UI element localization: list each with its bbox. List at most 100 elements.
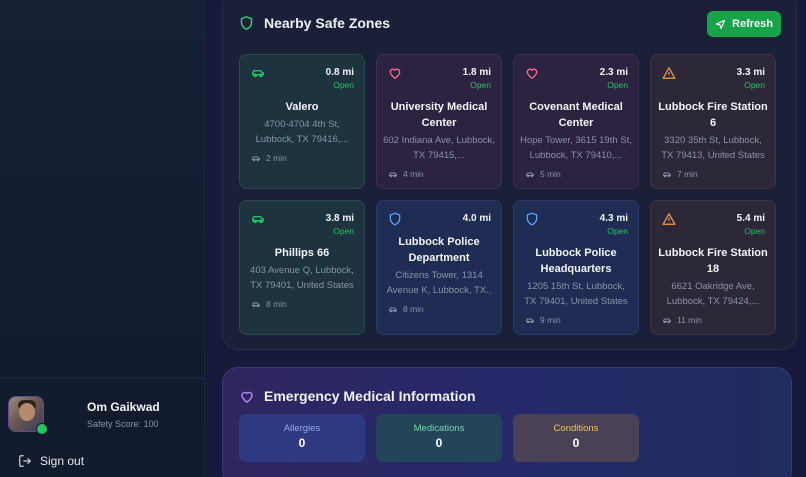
safe-zone-grid: 0.8 mi Open Valero 4700-4704 4th St, Lub… <box>239 54 776 335</box>
car-icon <box>252 302 260 307</box>
car-icon <box>252 69 264 78</box>
travel-time: 4 min <box>388 169 424 179</box>
place-address: 3320 35th St, Lubbock, TX 79413, United … <box>661 135 765 161</box>
travel-time: 8 min <box>251 299 287 309</box>
travel-time: 2 min <box>251 153 287 163</box>
safe-zone-card[interactable]: 5.4 mi Open Lubbock Fire Station 18 6621… <box>650 200 776 335</box>
safe-zone-card[interactable]: 2.3 mi Open Covenant Medical Center Hope… <box>513 54 639 189</box>
main-content: Nearby Safe Zones Refresh 0.8 mi Open Va… <box>206 0 806 477</box>
online-status-dot <box>36 423 48 435</box>
shield-icon <box>240 16 253 30</box>
shield-icon <box>389 212 401 226</box>
safe-zone-card[interactable]: 4.0 mi Lubbock Police Department Citizen… <box>376 200 502 335</box>
distance: 2.3 mi <box>599 67 628 78</box>
place-name: Lubbock Fire Station 18 <box>658 247 768 275</box>
refresh-button[interactable]: Refresh <box>707 11 781 37</box>
distance: 0.8 mi <box>325 67 354 78</box>
car-icon <box>663 318 671 323</box>
distance: 4.0 mi <box>462 213 491 224</box>
eta-label: 11 min <box>677 315 702 325</box>
place-name: Lubbock Police Headquarters <box>535 247 617 275</box>
refresh-label: Refresh <box>732 18 773 30</box>
travel-time: 7 min <box>662 169 698 179</box>
place-name: Valero <box>285 101 319 113</box>
distance: 4.3 mi <box>599 213 628 224</box>
sidebar: Om Gaikwad Safety Score: 100 Sign out <box>0 0 205 477</box>
car-icon <box>389 172 397 177</box>
navigation-arrow-icon <box>715 19 726 29</box>
eta-label: 8 min <box>266 299 287 309</box>
warning-icon <box>662 67 676 79</box>
emergency-medical-panel: Emergency Medical Information Allergies … <box>222 367 792 477</box>
place-address: Citizens Tower, 1314 Avenue K, Lubbock, … <box>386 270 492 296</box>
eta-label: 7 min <box>677 169 698 179</box>
safe-zone-card[interactable]: 3.3 mi Open Lubbock Fire Station 6 3320 … <box>650 54 776 189</box>
car-icon <box>526 318 534 323</box>
eta-label: 5 min <box>540 169 561 179</box>
safe-zone-card[interactable]: 3.8 mi Open Phillips 66 403 Avenue Q, Lu… <box>239 200 365 335</box>
car-icon <box>252 156 260 161</box>
place-name: Lubbock Fire Station 6 <box>658 101 768 129</box>
avatar[interactable] <box>8 396 48 435</box>
safe-zone-card[interactable]: 0.8 mi Open Valero 4700-4704 4th St, Lub… <box>239 54 365 189</box>
travel-time: 9 min <box>525 315 561 325</box>
place-name: Phillips 66 <box>274 247 330 259</box>
warning-icon <box>662 213 676 225</box>
shield-icon <box>526 212 538 226</box>
medications-count: 0 <box>435 436 443 450</box>
panel-title: Nearby Safe Zones <box>264 15 391 31</box>
open-status: Open <box>744 80 765 90</box>
sign-out-icon <box>19 455 31 467</box>
distance: 3.3 mi <box>736 67 765 78</box>
sidebar-divider <box>0 378 205 379</box>
car-icon <box>252 215 264 224</box>
user-profile[interactable]: Om Gaikwad Safety Score: 100 <box>8 396 160 435</box>
avatar-face <box>19 403 35 421</box>
conditions-count: 0 <box>572 436 580 450</box>
place-address: 4700-4704 4th St, Lubbock, TX 79416,... <box>255 119 349 145</box>
place-address: 602 Indiana Ave, Lubbock, TX 79415,... <box>383 135 495 161</box>
conditions-label: Conditions <box>553 423 599 434</box>
travel-time: 11 min <box>662 315 702 325</box>
open-status: Open <box>470 80 491 90</box>
heart-icon <box>389 68 401 79</box>
conditions-box[interactable]: Conditions 0 <box>513 414 639 462</box>
nearby-safe-zones-panel: Nearby Safe Zones Refresh 0.8 mi Open Va… <box>222 0 797 350</box>
place-name: Lubbock Police Department <box>398 236 480 264</box>
open-status: Open <box>607 226 628 236</box>
heart-icon <box>526 68 538 79</box>
place-address: 1205 15th St, Lubbock, TX 79401, United … <box>524 281 628 307</box>
distance: 5.4 mi <box>736 213 765 224</box>
user-name: Om Gaikwad <box>87 400 160 414</box>
place-address: Hope Tower, 3615 19th St, Lubbock, TX 79… <box>520 135 632 161</box>
car-icon <box>663 172 671 177</box>
sign-out-label: Sign out <box>40 454 85 468</box>
place-name: Covenant Medical Center <box>529 101 623 129</box>
panel-title: Emergency Medical Information <box>264 388 476 404</box>
allergies-label: Allergies <box>283 423 321 434</box>
distance: 3.8 mi <box>325 213 354 224</box>
open-status: Open <box>333 80 354 90</box>
sign-out-button[interactable]: Sign out <box>18 454 84 468</box>
place-address: 403 Avenue Q, Lubbock, TX 79401, United … <box>250 265 354 291</box>
medications-label: Medications <box>413 423 465 434</box>
open-status: Open <box>744 226 765 236</box>
eta-label: 4 min <box>403 169 424 179</box>
car-icon <box>526 172 534 177</box>
medications-box[interactable]: Medications 0 <box>376 414 502 462</box>
place-address: 6621 Oakridge Ave, Lubbock, TX 79424,... <box>666 281 760 307</box>
safety-score: Safety Score: 100 <box>87 419 159 429</box>
safe-zone-card[interactable]: 1.8 mi Open University Medical Center 60… <box>376 54 502 189</box>
eta-label: 2 min <box>266 153 287 163</box>
car-icon <box>389 307 397 312</box>
safe-zone-card[interactable]: 4.3 mi Open Lubbock Police Headquarters … <box>513 200 639 335</box>
eta-label: 9 min <box>540 315 561 325</box>
distance: 1.8 mi <box>462 67 491 78</box>
eta-label: 8 min <box>403 304 424 314</box>
heart-icon <box>241 391 253 403</box>
allergies-box[interactable]: Allergies 0 <box>239 414 365 462</box>
open-status: Open <box>333 226 354 236</box>
allergies-count: 0 <box>298 436 306 450</box>
travel-time: 8 min <box>388 304 424 314</box>
travel-time: 5 min <box>525 169 561 179</box>
